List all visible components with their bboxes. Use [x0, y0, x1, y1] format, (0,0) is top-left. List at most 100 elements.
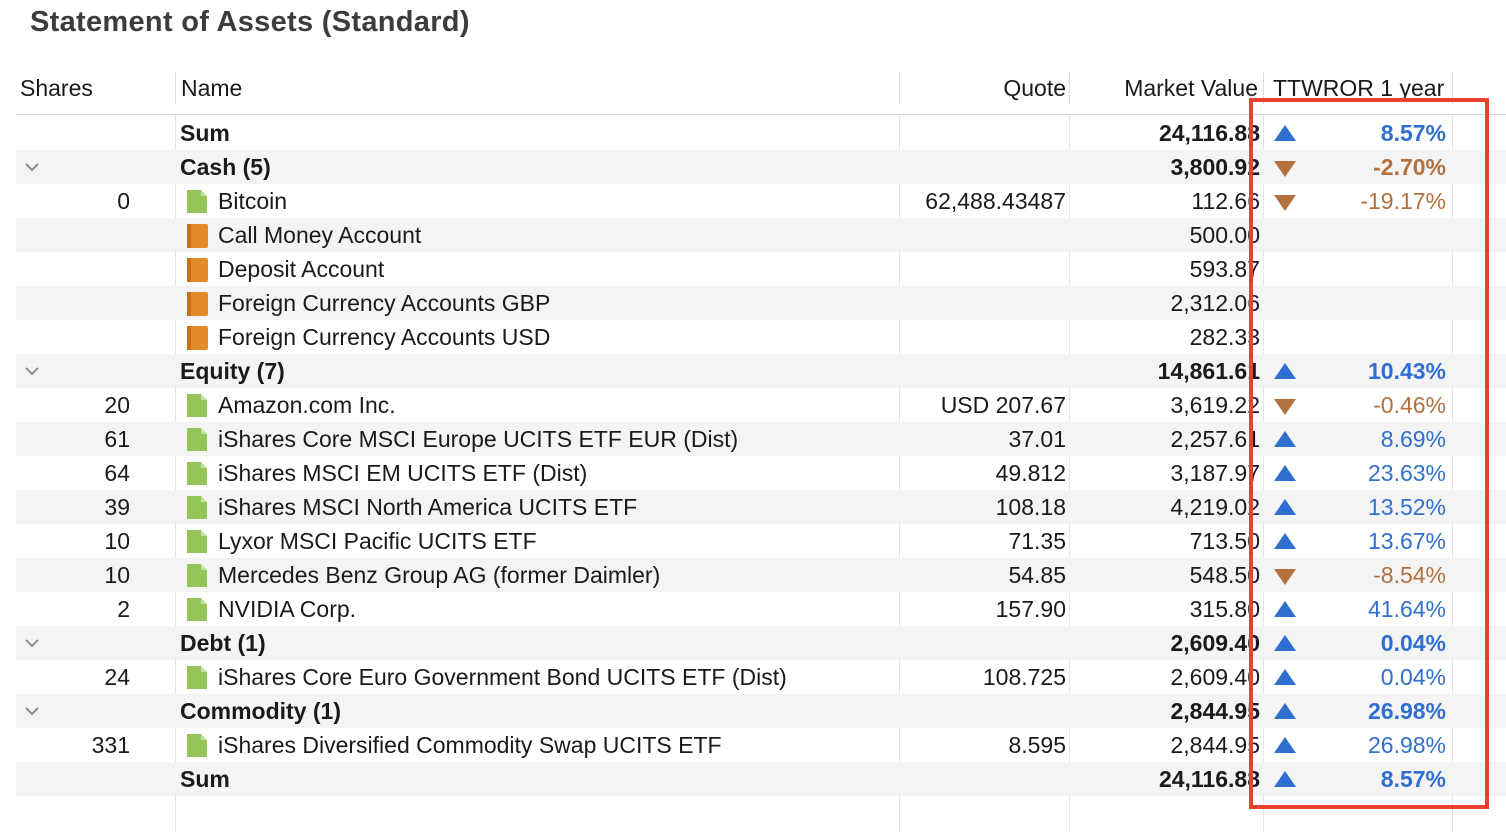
chevron-down-icon[interactable]: [22, 694, 42, 728]
security-name: iShares Diversified Commodity Swap UCITS…: [218, 732, 722, 758]
trend-cell: [1274, 592, 1298, 626]
table-row[interactable]: 24 iShares Core Euro Government Bond UCIT…: [16, 660, 1506, 694]
quote-cell: 54.85: [1008, 562, 1066, 588]
column-header-shares[interactable]: Shares: [20, 75, 93, 101]
quote-cell: 62,488.43487: [925, 188, 1066, 214]
column-line: [1263, 115, 1264, 832]
sum-row[interactable]: Sum 24,116.88 8.57%: [16, 762, 1506, 796]
table-row[interactable]: 331 iShares Diversified Commodity Swap UC…: [16, 728, 1506, 762]
table-row[interactable]: Foreign Currency Accounts USD 282.33: [16, 320, 1506, 354]
shares-cell: 64: [104, 460, 130, 486]
table-row[interactable]: Call Money Account 500.00: [16, 218, 1506, 252]
ttwror-cell: [1306, 218, 1446, 252]
quote-cell: [900, 320, 1066, 354]
table-row[interactable]: 10 Mercedes Benz Group AG (former Daimler…: [16, 558, 1506, 592]
trend-cell: [1274, 422, 1298, 456]
sum-label: Sum: [180, 766, 230, 792]
column-header-quote[interactable]: Quote: [1003, 75, 1066, 101]
name-cell: Amazon.com Inc.: [180, 388, 900, 422]
market-value-cell: 112.66: [1191, 188, 1260, 214]
name-cell: iShares Core MSCI Europe UCITS ETF EUR (…: [180, 422, 900, 456]
column-header-name[interactable]: Name: [181, 75, 243, 101]
name-cell: Sum: [180, 762, 900, 796]
security-name: Mercedes Benz Group AG (former Daimler): [218, 562, 661, 588]
name-cell: Debt (1): [180, 626, 900, 660]
shares-cell: 39: [104, 494, 130, 520]
trend-cell: [1274, 388, 1298, 422]
group-row[interactable]: Commodity (1) 2,844.95 26.98%: [16, 694, 1506, 728]
trend-cell: [1274, 354, 1298, 388]
shares-cell: 331: [91, 732, 130, 758]
shares-cell: 20: [104, 392, 130, 418]
shares-cell: [16, 320, 130, 354]
group-row[interactable]: Debt (1) 2,609.40 0.04%: [16, 626, 1506, 660]
shares-cell: 2: [117, 596, 130, 622]
account-icon: [187, 326, 208, 350]
market-value-cell: 3,619.22: [1170, 392, 1260, 418]
ttwror-cell: 13.67%: [1367, 528, 1446, 554]
security-name: iShares MSCI North America UCITS ETF: [218, 494, 638, 520]
triangle-up-icon: [1274, 431, 1296, 447]
name-cell: iShares Core Euro Government Bond UCITS …: [180, 660, 900, 694]
table-row[interactable]: 2 NVIDIA Corp. 157.90 315.80 41.64%: [16, 592, 1506, 626]
trend-cell: [1274, 558, 1298, 592]
column-divider[interactable]: [1452, 72, 1453, 104]
market-value-cell: 2,844.95: [1170, 732, 1260, 758]
name-cell: Commodity (1): [180, 694, 900, 728]
column-divider[interactable]: [899, 72, 900, 104]
security-name: Amazon.com Inc.: [218, 392, 396, 418]
column-divider[interactable]: [175, 72, 176, 104]
ttwror-cell: 8.69%: [1380, 426, 1446, 452]
table-row[interactable]: Deposit Account 593.87: [16, 252, 1506, 286]
column-header-ttwror[interactable]: TTWROR 1 year: [1273, 75, 1445, 101]
market-value-cell: 2,609.40: [1170, 630, 1260, 656]
ttwror-cell: -8.54%: [1373, 562, 1446, 588]
account-icon: [187, 258, 208, 282]
chevron-down-icon[interactable]: [22, 354, 42, 388]
sum-row[interactable]: Sum 24,116.88 8.57%: [16, 116, 1506, 150]
table-row[interactable]: Foreign Currency Accounts GBP 2,312.06: [16, 286, 1506, 320]
security-icon: [187, 394, 207, 417]
shares-cell: 10: [104, 562, 130, 588]
name-cell: Lyxor MSCI Pacific UCITS ETF: [180, 524, 900, 558]
market-value-cell: 14,861.61: [1157, 358, 1260, 384]
table-row[interactable]: 64 iShares MSCI EM UCITS ETF (Dist) 49.812…: [16, 456, 1506, 490]
name-cell: Deposit Account: [180, 252, 900, 286]
quote-cell: 108.725: [982, 664, 1066, 690]
ttwror-cell: 8.57%: [1380, 766, 1446, 792]
ttwror-cell: 26.98%: [1367, 732, 1446, 758]
trend-cell: [1274, 728, 1298, 762]
chevron-down-icon[interactable]: [22, 150, 42, 184]
ttwror-cell: -2.70%: [1373, 154, 1446, 180]
security-name: iShares Core Euro Government Bond UCITS …: [218, 664, 787, 690]
trend-cell: [1274, 184, 1298, 218]
triangle-down-icon: [1274, 195, 1296, 211]
security-name: iShares Core MSCI Europe UCITS ETF EUR (…: [218, 426, 739, 452]
quote-cell: [900, 762, 1066, 796]
security-icon: [187, 496, 207, 519]
security-icon: [187, 462, 207, 485]
group-row[interactable]: Cash (5) 3,800.92 -2.70%: [16, 150, 1506, 184]
table-row[interactable]: 0 Bitcoin 62,488.43487 112.66 -19.17%: [16, 184, 1506, 218]
column-divider[interactable]: [1069, 72, 1070, 104]
table-row[interactable]: 61 iShares Core MSCI Europe UCITS ETF EUR…: [16, 422, 1506, 456]
column-divider[interactable]: [1263, 72, 1264, 104]
name-cell: Foreign Currency Accounts USD: [180, 320, 900, 354]
trend-cell: [1274, 490, 1298, 524]
shares-cell: 0: [117, 188, 130, 214]
market-value-cell: 500.00: [1189, 222, 1260, 248]
account-icon: [187, 224, 208, 248]
account-name: Call Money Account: [218, 222, 422, 248]
column-header-market-value[interactable]: Market Value: [1124, 75, 1258, 101]
trend-cell: [1274, 660, 1298, 694]
chevron-down-icon[interactable]: [22, 626, 42, 660]
market-value-cell: 2,609.40: [1170, 664, 1260, 690]
market-value-cell: 2,844.95: [1170, 698, 1260, 724]
table-row[interactable]: 10 Lyxor MSCI Pacific UCITS ETF 71.35 713.5…: [16, 524, 1506, 558]
security-icon: [187, 598, 207, 621]
name-cell: Cash (5): [180, 150, 900, 184]
group-row[interactable]: Equity (7) 14,861.61 10.43%: [16, 354, 1506, 388]
table-row[interactable]: 39 iShares MSCI North America UCITS ETF 10…: [16, 490, 1506, 524]
trend-cell: [1274, 694, 1298, 728]
table-row[interactable]: 20 Amazon.com Inc. USD 207.67 3,619.22 -0.46…: [16, 388, 1506, 422]
